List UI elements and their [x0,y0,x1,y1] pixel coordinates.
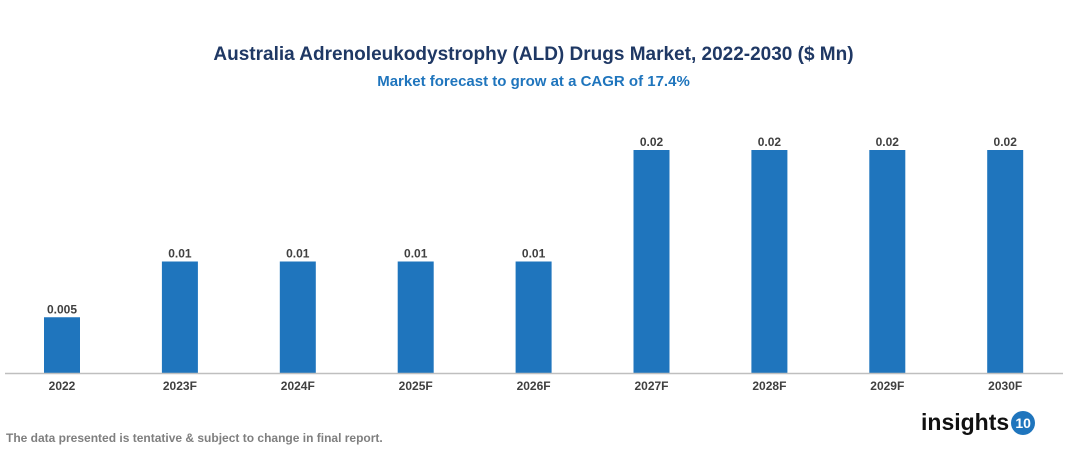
disclaimer-note: The data presented is tentative & subjec… [6,431,383,445]
bar-2030F [987,150,1024,373]
x-tick-label: 2029F [870,379,904,393]
bar-2028F [751,150,788,373]
bar-2025F [397,261,434,373]
x-tick-label: 2023F [163,379,197,393]
x-tick-label: 2022 [49,379,76,393]
data-label: 0.01 [522,247,546,261]
x-tick-label: 2026F [517,379,551,393]
bar-2027F [633,150,670,373]
insights10-logo: insights 10 [921,409,1036,436]
data-label: 0.02 [758,135,782,149]
x-tick-label: 2030F [988,379,1022,393]
data-label: 0.02 [994,135,1018,149]
x-tick-label: 2024F [281,379,315,393]
bar-2026F [515,261,552,373]
data-label: 0.02 [876,135,900,149]
bar-2029F [869,150,906,373]
data-label: 0.01 [404,247,428,261]
chart-title: Australia Adrenoleukodystrophy (ALD) Dru… [213,44,854,65]
data-label: 0.01 [168,247,192,261]
bar-2024F [279,261,316,373]
data-label: 0.01 [286,247,310,261]
x-tick-label: 2027F [634,379,668,393]
logo-number-badge: 10 [1011,410,1036,435]
data-label: 0.02 [640,135,664,149]
x-tick-label: 2025F [399,379,433,393]
x-tick-label: 2028F [752,379,786,393]
data-label: 0.005 [47,302,77,316]
logo-text: insights [921,409,1010,435]
bar-2022 [44,317,80,373]
bar-2023F [161,261,198,373]
chart-subtitle: Market forecast to grow at a CAGR of 17.… [377,73,690,90]
